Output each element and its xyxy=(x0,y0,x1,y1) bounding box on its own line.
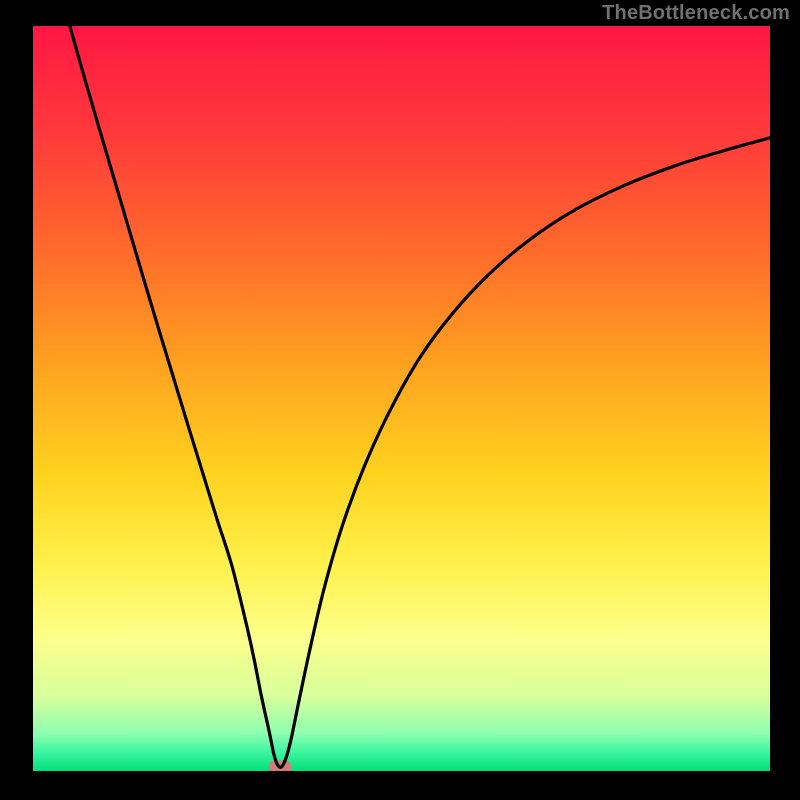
curve-layer xyxy=(33,26,770,771)
bottleneck-curve xyxy=(70,26,770,767)
watermark-text: TheBottleneck.com xyxy=(602,2,790,25)
plot-area xyxy=(33,26,770,771)
chart-container: TheBottleneck.com xyxy=(0,0,800,800)
